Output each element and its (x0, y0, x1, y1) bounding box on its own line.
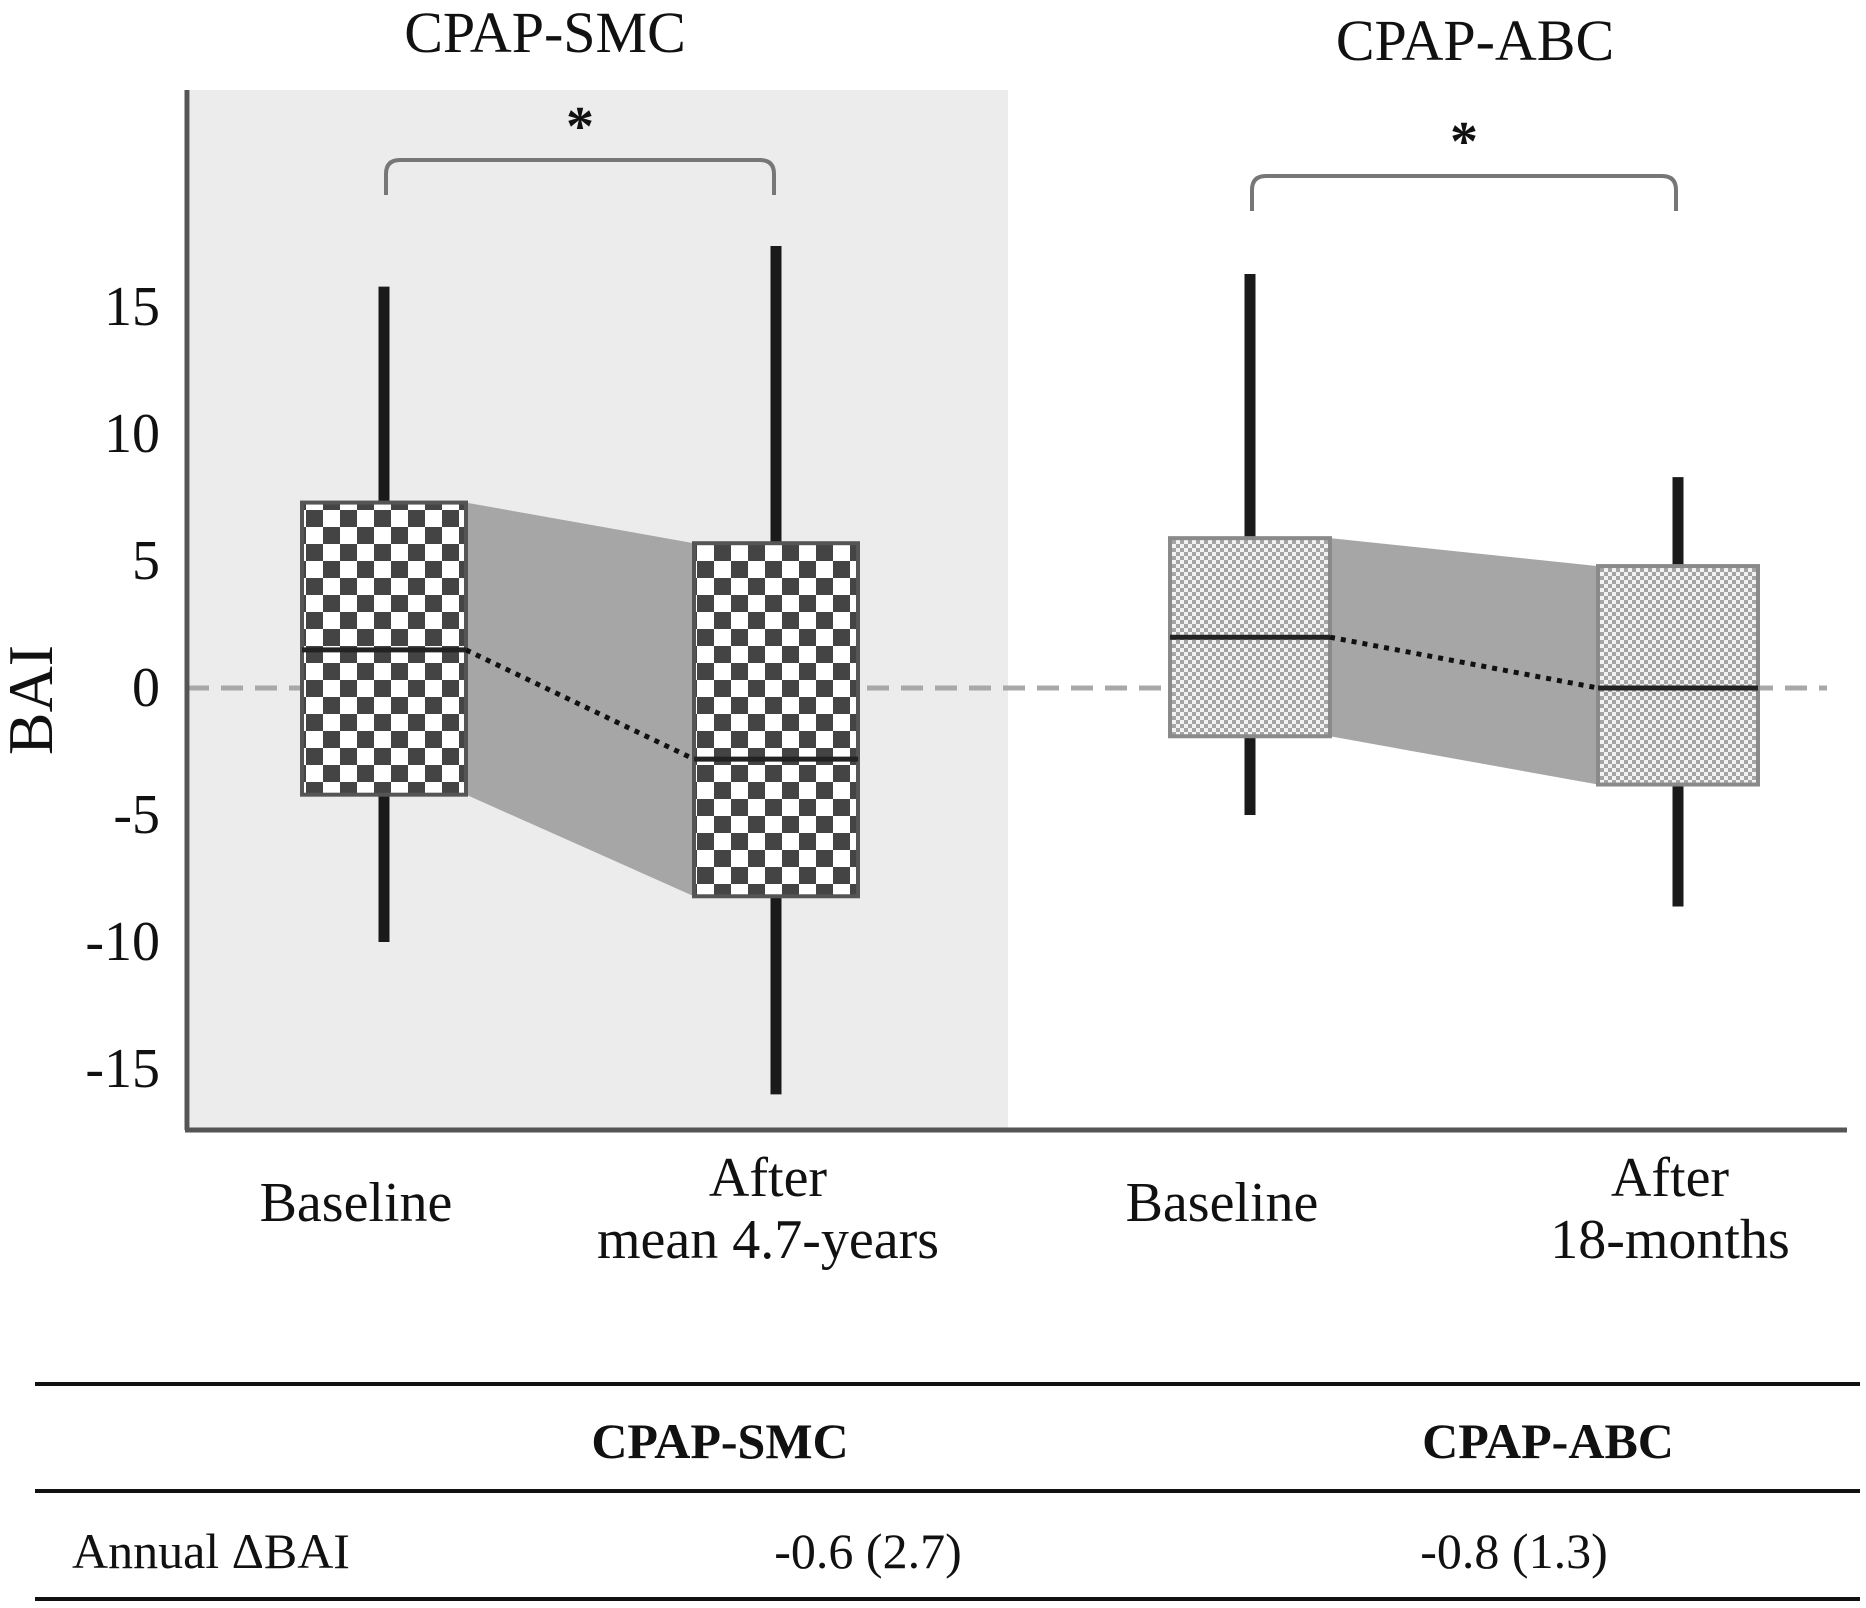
table-rule-mid (35, 1489, 1860, 1493)
category-label-smc-baseline: Baseline (260, 1172, 453, 1234)
table-header-cpap-smc: CPAP-SMC (591, 1413, 849, 1469)
box-abc-after (1596, 564, 1760, 787)
panel-title-abc: CPAP-ABC (1336, 8, 1614, 73)
category-label-smc-after: After (709, 1147, 828, 1209)
median-connector-abc (1329, 634, 1599, 691)
significance-star-smc: * (566, 96, 594, 158)
y-tick-label: 10 (104, 403, 160, 465)
y-tick-label: 0 (132, 657, 160, 719)
table-header-cpap-abc: CPAP-ABC (1422, 1413, 1674, 1469)
table-cell-smc-annual-delta: -0.6 (2.7) (774, 1523, 962, 1579)
y-tick-label: -10 (85, 911, 160, 973)
category-label-abc-after: After (1611, 1147, 1730, 1209)
table-row-label: Annual ΔBAI (72, 1523, 350, 1579)
significance-bracket-abc (1250, 174, 1678, 211)
iqr-band-smc (466, 502, 694, 897)
category-label-abc-after: 18-months (1550, 1209, 1790, 1271)
y-axis-label: BAI (0, 645, 66, 755)
table-rule-bottom (35, 1597, 1860, 1601)
median-connector-smc (464, 647, 696, 762)
box-smc-after (692, 541, 860, 899)
category-label-abc-baseline: Baseline (1126, 1172, 1319, 1234)
category-label-smc-after: mean 4.7-years (597, 1209, 939, 1271)
y-tick-label: 15 (104, 276, 160, 338)
table-cell-abc-annual-delta: -0.8 (1.3) (1420, 1523, 1608, 1579)
significance-star-abc: * (1450, 111, 1478, 173)
y-tick-label: -15 (85, 1038, 160, 1100)
table-rule-top (35, 1382, 1860, 1386)
significance-bracket-smc (384, 158, 776, 195)
y-tick-label: -5 (113, 784, 160, 846)
y-tick-label: 5 (132, 530, 160, 592)
panel-title-smc: CPAP-SMC (404, 0, 686, 65)
